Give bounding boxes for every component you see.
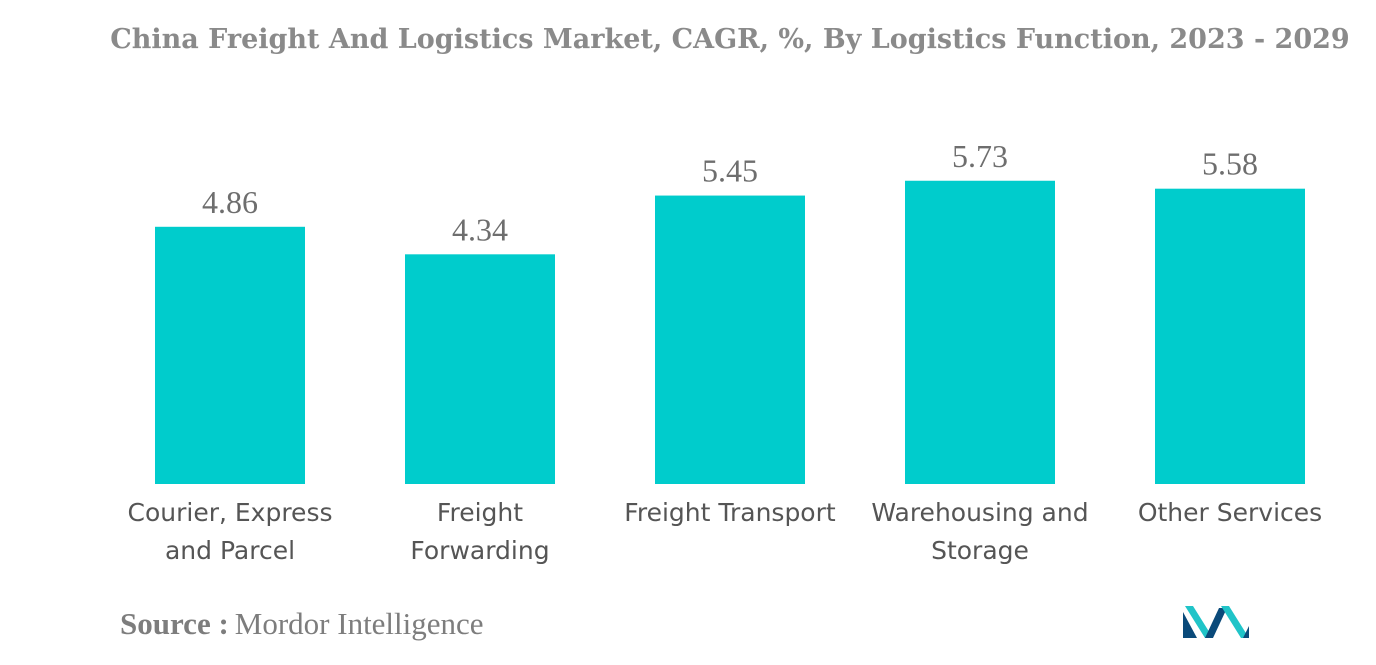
category-label-1-line-2: and Parcel bbox=[165, 536, 295, 565]
bar-2 bbox=[405, 254, 555, 484]
category-label-2-line-1: Freight bbox=[437, 498, 523, 527]
category-label-3-line-1: Freight Transport bbox=[624, 498, 836, 527]
source-value: Mordor Intelligence bbox=[234, 606, 484, 641]
value-labels-group: 4.86 4.34 5.45 5.73 5.58 bbox=[202, 138, 1258, 248]
category-label-4-line-1: Warehousing and bbox=[871, 498, 1088, 527]
value-label-5: 5.58 bbox=[1202, 146, 1258, 182]
value-label-1: 4.86 bbox=[202, 184, 258, 220]
value-label-3: 5.45 bbox=[702, 153, 758, 189]
mordor-intelligence-logo bbox=[1183, 606, 1249, 638]
value-label-4: 5.73 bbox=[952, 138, 1008, 174]
category-label-2-line-2: Forwarding bbox=[410, 536, 549, 565]
value-label-2: 4.34 bbox=[452, 211, 508, 247]
bars-group bbox=[155, 180, 1305, 485]
category-labels-group: Courier, Express and Parcel Freight Forward… bbox=[128, 498, 1323, 565]
source-label: Source : bbox=[120, 606, 229, 641]
category-label-4-line-2: Storage bbox=[931, 536, 1029, 565]
chart-title: China Freight And Logistics Market, CAGR… bbox=[110, 24, 1350, 55]
bar-5 bbox=[1155, 188, 1305, 485]
category-label-1-line-1: Courier, Express bbox=[128, 498, 333, 527]
source-line: Source : Mordor Intelligence bbox=[120, 606, 484, 642]
bar-4 bbox=[905, 180, 1055, 484]
bar-1 bbox=[155, 226, 305, 485]
bar-3 bbox=[655, 195, 805, 485]
category-label-5-line-1: Other Services bbox=[1138, 498, 1322, 527]
